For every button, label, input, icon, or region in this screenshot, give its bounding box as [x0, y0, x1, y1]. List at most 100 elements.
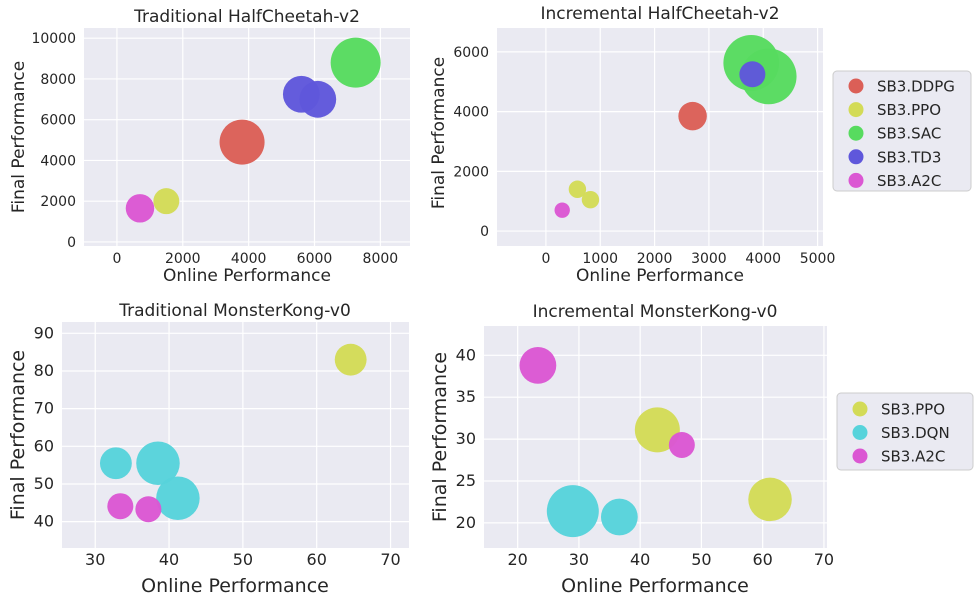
x-tick-label: 0 [541, 251, 550, 267]
legend-items: SB3.PPO SB3.DQN SB3.A2C [852, 401, 950, 466]
y-tick-label: 4000 [453, 105, 489, 121]
y-tick-labels: 20 25 30 35 40 [456, 345, 476, 532]
data-points [554, 35, 797, 218]
x-tick-label: 30 [569, 550, 589, 569]
x-tick-label: 50 [691, 550, 711, 569]
point-sb3-ppo [634, 407, 680, 453]
y-tick-label: 35 [456, 387, 476, 406]
point-sb3-ppo [334, 343, 367, 376]
x-tick-label: 30 [85, 550, 105, 569]
y-tick-label: 2000 [453, 164, 489, 180]
x-tick-label: 20 [508, 550, 528, 569]
legend-marker [852, 425, 868, 440]
y-axis-label: Final Performance [429, 352, 451, 522]
point-sb3-dqn [156, 476, 200, 521]
y-tick-label: 25 [456, 471, 476, 490]
y-tick-label: 30 [456, 429, 476, 448]
x-tick-label: 3000 [691, 251, 727, 267]
point-sb3-dqn [99, 447, 132, 480]
legend-label: SB3.A2C [881, 448, 945, 466]
x-tick-label: 40 [159, 550, 179, 569]
point-sb3-a2c [135, 496, 162, 523]
legend-marker [848, 125, 864, 141]
x-tick-label: 70 [814, 550, 834, 569]
y-tick-label: 6000 [453, 45, 489, 61]
legend-label: SB3.DQN [881, 424, 950, 442]
x-tick-labels: 20 30 40 50 60 70 [508, 550, 835, 569]
point-sb3-ddpg [678, 101, 707, 131]
y-tick-label: 10000 [31, 31, 76, 47]
subplot-title: Incremental HalfCheetah-v2 [540, 4, 779, 24]
x-tick-label: 2000 [165, 251, 201, 267]
y-tick-label: 4000 [40, 153, 76, 169]
legend-label: SB3.PPO [881, 401, 945, 419]
y-tick-labels: 0 2000 4000 6000 [453, 45, 489, 240]
legend-label: SB3.A2C [877, 172, 941, 190]
y-tick-label: 80 [34, 361, 54, 380]
x-tick-label: 6000 [297, 251, 333, 267]
x-tick-label: 8000 [363, 251, 399, 267]
legend-marker [848, 149, 864, 165]
x-tick-label: 50 [233, 550, 253, 569]
x-axis-label: Online Performance [561, 575, 749, 597]
legend-marker [852, 448, 868, 464]
x-tick-label: 40 [630, 550, 650, 569]
legend-items: SB3.DDPG SB3.PPO SB3.SAC SB3.TD3 SB3.A2C [848, 78, 955, 190]
point-sb3-a2c [125, 194, 155, 223]
subplot-traditional-halfcheetah: 0 2000 4000 6000 8000 0 2000 4000 6000 8000 10000… [9, 7, 410, 286]
legend-halfcheetah: SB3.DDPG SB3.PPO SB3.SAC SB3.TD3 SB3.A2C [832, 70, 972, 192]
x-tick-labels: 0 1000 2000 3000 4000 5000 [541, 251, 835, 267]
point-sb3-ppo [568, 180, 587, 198]
subplot-traditional-monsterkong: 30 40 50 60 70 40 50 60 70 80 90 Traditional Mons… [7, 301, 409, 597]
gridlines [62, 322, 409, 548]
point-sb3-ppo [153, 188, 180, 215]
data-points [519, 346, 792, 538]
point-sb3-a2c [668, 431, 695, 458]
y-tick-label: 20 [456, 513, 476, 532]
point-sb3-ppo [581, 190, 600, 209]
x-tick-labels: 30 40 50 60 70 [85, 550, 401, 569]
legend-box [836, 392, 974, 471]
point-sb3-a2c [554, 202, 570, 218]
x-axis-label: Online Performance [141, 575, 329, 597]
x-tick-label: 5000 [800, 251, 836, 267]
legend-label: SB3.TD3 [877, 148, 941, 166]
legend-marker [852, 401, 868, 417]
legend-label: SB3.PPO [877, 101, 941, 119]
y-tick-label: 90 [34, 323, 54, 342]
y-axis-label: Final Performance [429, 57, 449, 209]
y-tick-label: 50 [34, 474, 54, 493]
x-tick-label: 2000 [637, 251, 673, 267]
y-tick-label: 60 [34, 436, 54, 455]
y-axis-label: Final Performance [7, 350, 29, 520]
x-tick-label: 4000 [231, 251, 267, 267]
point-sb3-ppo [748, 477, 792, 522]
legend-label: SB3.DDPG [877, 78, 955, 96]
legend-marker [848, 102, 864, 118]
subplot-incremental-halfcheetah: 0 1000 2000 3000 4000 5000 0 2000 4000 6000 Incr… [429, 4, 835, 286]
x-tick-label: 0 [112, 251, 121, 267]
y-tick-label: 0 [480, 224, 489, 240]
x-tick-label: 4000 [745, 251, 781, 267]
legend-box [832, 70, 972, 192]
x-axis-label: Online Performance [576, 266, 744, 286]
y-tick-label: 8000 [40, 72, 76, 88]
x-tick-label: 70 [380, 550, 400, 569]
point-sb3-sac [330, 37, 381, 88]
point-sb3-ddpg [219, 119, 265, 165]
x-tick-label: 60 [307, 550, 327, 569]
y-tick-label: 40 [456, 345, 476, 364]
y-tick-labels: 40 50 60 70 80 90 [34, 323, 54, 530]
y-tick-label: 2000 [40, 194, 76, 210]
data-points [99, 343, 367, 523]
point-sb3-dqn [600, 498, 638, 536]
subplot-title: Traditional HalfCheetah-v2 [133, 7, 360, 27]
point-sb3-td3 [299, 80, 337, 118]
x-tick-label: 1000 [582, 251, 618, 267]
y-axis-label: Final Performance [9, 61, 29, 213]
y-tick-label: 0 [67, 235, 76, 251]
gridlines [497, 28, 823, 246]
y-tick-label: 70 [34, 399, 54, 418]
y-tick-label: 6000 [40, 113, 76, 129]
